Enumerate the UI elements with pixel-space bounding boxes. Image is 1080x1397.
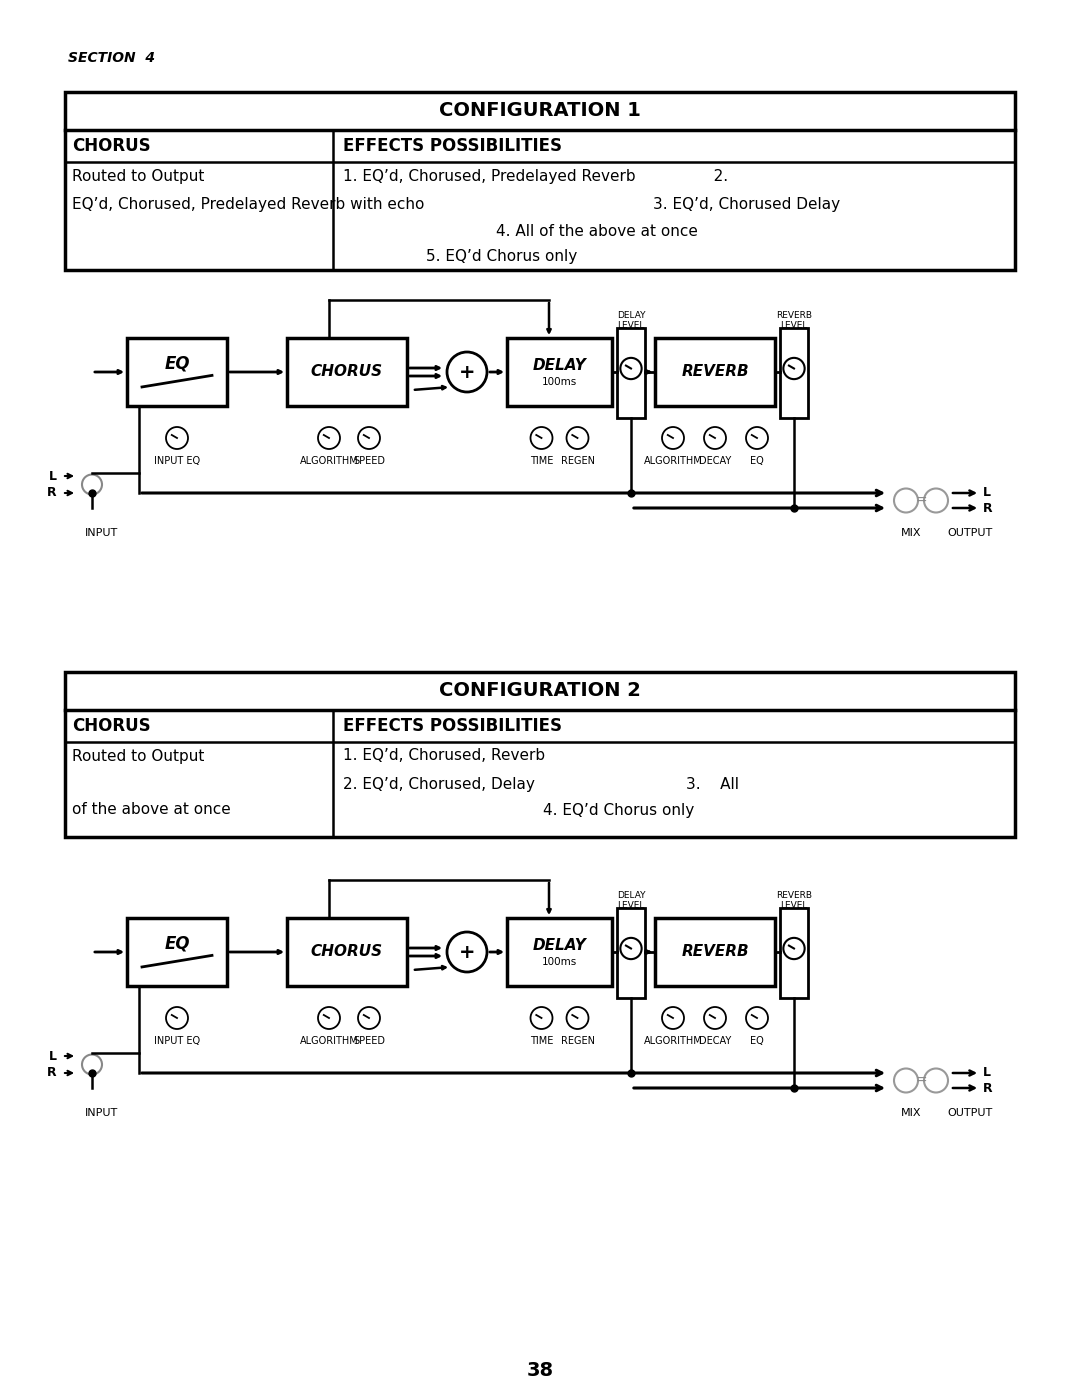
Text: 38: 38 (526, 1361, 554, 1379)
Text: CONFIGURATION 2: CONFIGURATION 2 (440, 682, 640, 700)
Text: LEVEL: LEVEL (618, 320, 645, 330)
Text: INPUT: INPUT (85, 528, 119, 538)
Text: DELAY: DELAY (532, 358, 586, 373)
Text: L: L (983, 486, 991, 500)
Text: 4. EQ’d Chorus only: 4. EQ’d Chorus only (543, 802, 694, 817)
Text: REVERB: REVERB (777, 891, 812, 901)
Text: INPUT: INPUT (85, 1108, 119, 1118)
Text: LEVEL: LEVEL (781, 901, 808, 909)
Text: CHORUS: CHORUS (72, 717, 150, 735)
Text: ALGORITHM: ALGORITHM (299, 455, 359, 467)
Text: =: = (915, 1073, 927, 1087)
Bar (287, 918, 407, 986)
Bar (127, 918, 227, 986)
Text: OUTPUT: OUTPUT (947, 1108, 993, 1118)
Text: ALGORITHM: ALGORITHM (644, 455, 702, 467)
Bar (65, 672, 1015, 837)
Text: REGEN: REGEN (561, 1037, 594, 1046)
Text: MIX: MIX (901, 1108, 921, 1118)
Bar (617, 328, 645, 418)
Text: DECAY: DECAY (699, 455, 731, 467)
Text: SECTION  4: SECTION 4 (68, 52, 156, 66)
Text: OUTPUT: OUTPUT (947, 528, 993, 538)
Text: CHORUS: CHORUS (72, 137, 150, 155)
Bar (65, 92, 1015, 270)
Text: +: + (459, 943, 475, 961)
Text: 3. EQ’d, Chorused Delay: 3. EQ’d, Chorused Delay (653, 197, 840, 211)
Text: INPUT EQ: INPUT EQ (154, 455, 200, 467)
Text: R: R (48, 486, 57, 500)
Text: DELAY: DELAY (617, 312, 645, 320)
Bar (780, 328, 808, 418)
Text: L: L (49, 469, 57, 482)
Text: L: L (49, 1049, 57, 1063)
Text: Routed to Output: Routed to Output (72, 169, 204, 183)
Text: EFFECTS POSSIBILITIES: EFFECTS POSSIBILITIES (343, 137, 562, 155)
Text: +: + (459, 362, 475, 381)
Bar (617, 908, 645, 997)
Text: 5. EQ’d Chorus only: 5. EQ’d Chorus only (426, 249, 577, 264)
Bar (507, 918, 612, 986)
Text: REVERB: REVERB (777, 312, 812, 320)
Text: CHORUS: CHORUS (311, 944, 383, 960)
Text: LEVEL: LEVEL (618, 901, 645, 909)
Text: EQ: EQ (164, 935, 190, 953)
Text: 2. EQ’d, Chorused, Delay                               3.    All: 2. EQ’d, Chorused, Delay 3. All (343, 777, 739, 792)
Text: of the above at once: of the above at once (72, 802, 231, 817)
Text: DELAY: DELAY (617, 891, 645, 901)
Text: EQ’d, Chorused, Predelayed Reverb with echo: EQ’d, Chorused, Predelayed Reverb with e… (72, 197, 424, 211)
Text: Routed to Output: Routed to Output (72, 749, 204, 764)
Text: ALGORITHM: ALGORITHM (299, 1037, 359, 1046)
Bar (654, 338, 775, 407)
Text: REGEN: REGEN (561, 455, 594, 467)
Text: ALGORITHM: ALGORITHM (644, 1037, 702, 1046)
Text: 1. EQ’d, Chorused, Reverb: 1. EQ’d, Chorused, Reverb (343, 749, 545, 764)
Text: =: = (915, 493, 927, 507)
Bar (127, 338, 227, 407)
Text: EQ: EQ (751, 1037, 764, 1046)
Text: R: R (983, 502, 993, 514)
Bar (654, 918, 775, 986)
Text: SPEED: SPEED (353, 455, 384, 467)
Text: 1. EQ’d, Chorused, Predelayed Reverb                2.: 1. EQ’d, Chorused, Predelayed Reverb 2. (343, 169, 728, 183)
Bar (780, 908, 808, 997)
Text: EQ: EQ (164, 355, 190, 373)
Text: R: R (48, 1066, 57, 1080)
Text: DELAY: DELAY (532, 937, 586, 953)
Text: 100ms: 100ms (542, 377, 577, 387)
Text: SPEED: SPEED (353, 1037, 384, 1046)
Text: LEVEL: LEVEL (781, 320, 808, 330)
Bar (287, 338, 407, 407)
Text: MIX: MIX (901, 528, 921, 538)
Text: DECAY: DECAY (699, 1037, 731, 1046)
Text: INPUT EQ: INPUT EQ (154, 1037, 200, 1046)
Bar (507, 338, 612, 407)
Text: REVERB: REVERB (681, 944, 748, 960)
Text: TIME: TIME (530, 1037, 553, 1046)
Text: L: L (983, 1066, 991, 1080)
Text: EQ: EQ (751, 455, 764, 467)
Text: 100ms: 100ms (542, 957, 577, 967)
Text: TIME: TIME (530, 455, 553, 467)
Text: CONFIGURATION 1: CONFIGURATION 1 (440, 102, 640, 120)
Text: 4. All of the above at once: 4. All of the above at once (496, 225, 698, 239)
Text: EFFECTS POSSIBILITIES: EFFECTS POSSIBILITIES (343, 717, 562, 735)
Text: REVERB: REVERB (681, 365, 748, 380)
Text: R: R (983, 1081, 993, 1094)
Text: CHORUS: CHORUS (311, 365, 383, 380)
